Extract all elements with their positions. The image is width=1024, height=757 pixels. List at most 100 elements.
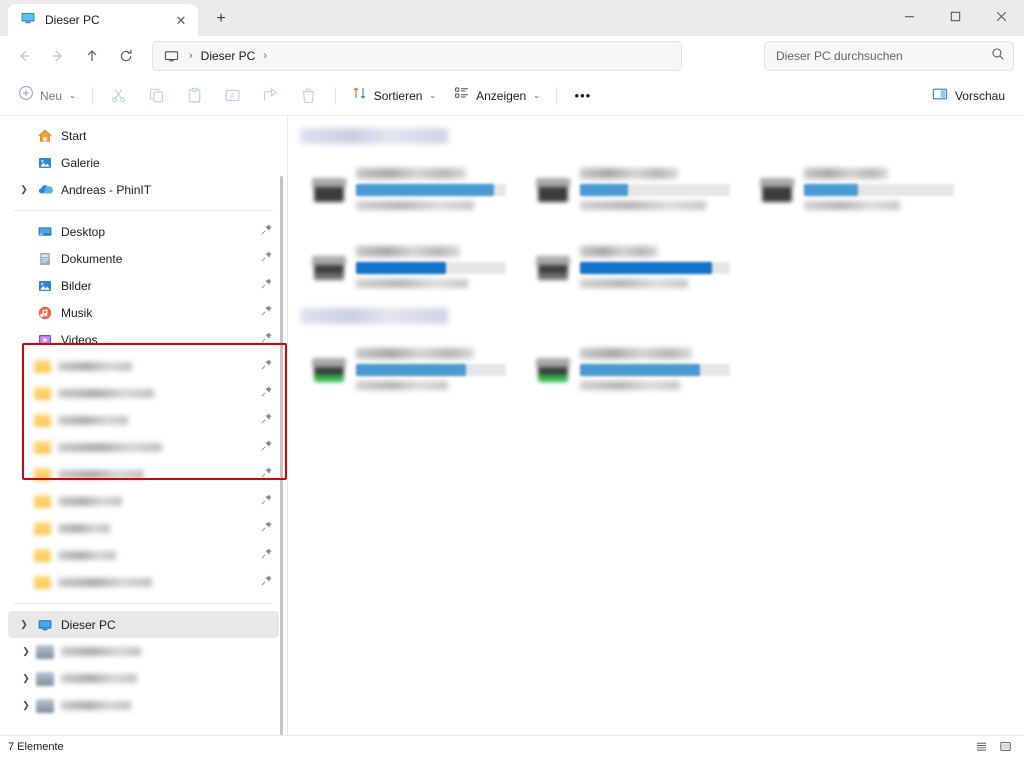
pin-icon[interactable] bbox=[260, 304, 273, 322]
list-item[interactable] bbox=[8, 569, 279, 596]
drive-tile[interactable] bbox=[528, 230, 744, 292]
drive-space-redacted bbox=[356, 201, 474, 210]
sidebar-item-dieser-pc[interactable]: ❯ Dieser PC bbox=[8, 611, 279, 638]
pin-icon[interactable] bbox=[260, 331, 273, 349]
divider bbox=[555, 86, 557, 105]
new-tab-button[interactable]: + bbox=[216, 10, 226, 27]
navigation-pane: Start Galerie ❯ Andreas - PhinIT bbox=[0, 116, 288, 735]
sidebar-item-desktop[interactable]: Desktop bbox=[8, 218, 279, 245]
drive-icon bbox=[536, 252, 570, 280]
home-icon bbox=[34, 128, 56, 144]
sidebar-item-galerie[interactable]: Galerie bbox=[8, 149, 279, 176]
address-bar: › Dieser PC › bbox=[0, 36, 1024, 76]
breadcrumb-item-dieser-pc[interactable]: Dieser PC bbox=[200, 49, 256, 63]
paste-button[interactable] bbox=[177, 81, 213, 111]
redacted-label bbox=[58, 578, 152, 587]
pin-icon[interactable] bbox=[260, 277, 273, 295]
sidebar-item-bilder[interactable]: Bilder bbox=[8, 272, 279, 299]
tab-strip: Dieser PC ✕ + bbox=[0, 0, 236, 36]
drive-space-redacted bbox=[580, 201, 706, 210]
list-item[interactable] bbox=[8, 407, 279, 434]
list-item[interactable] bbox=[8, 434, 279, 461]
more-options-button[interactable]: ••• bbox=[565, 81, 601, 111]
list-item[interactable] bbox=[8, 353, 279, 380]
new-label: Neu bbox=[40, 88, 63, 103]
minimize-icon[interactable] bbox=[886, 0, 932, 33]
pin-icon[interactable] bbox=[260, 439, 273, 457]
folder-icon bbox=[34, 414, 51, 427]
pin-icon[interactable] bbox=[260, 493, 273, 511]
pin-icon[interactable] bbox=[260, 358, 273, 376]
sidebar-item-onedrive[interactable]: ❯ Andreas - PhinIT bbox=[8, 176, 279, 203]
refresh-icon[interactable] bbox=[110, 41, 142, 71]
drive-icon bbox=[36, 698, 54, 713]
delete-button[interactable] bbox=[291, 81, 327, 111]
forward-icon[interactable] bbox=[42, 41, 74, 71]
breadcrumb-separator-end[interactable]: › bbox=[263, 50, 268, 62]
drive-tile[interactable] bbox=[304, 230, 520, 292]
details-view-icon[interactable] bbox=[994, 738, 1016, 756]
chevron-right-icon[interactable]: ❯ bbox=[22, 700, 30, 710]
pin-icon[interactable] bbox=[260, 223, 273, 241]
capacity-fill bbox=[580, 184, 628, 196]
pin-icon[interactable] bbox=[260, 520, 273, 538]
list-item[interactable] bbox=[8, 542, 279, 569]
drive-tile[interactable] bbox=[752, 152, 968, 214]
sidebar-item-videos[interactable]: Videos bbox=[8, 326, 279, 353]
share-button[interactable] bbox=[253, 81, 289, 111]
chevron-right-icon[interactable]: ❯ bbox=[22, 673, 30, 683]
pin-icon[interactable] bbox=[260, 412, 273, 430]
pin-icon[interactable] bbox=[260, 547, 273, 565]
folder-icon bbox=[34, 441, 51, 454]
list-item[interactable]: ❯ bbox=[8, 665, 279, 692]
chevron-right-icon[interactable]: ❯ bbox=[22, 646, 30, 656]
status-bar: 7 Elemente bbox=[0, 735, 1024, 757]
file-list-view[interactable] bbox=[288, 116, 1024, 735]
back-icon[interactable] bbox=[8, 41, 40, 71]
maximize-icon[interactable] bbox=[932, 0, 978, 33]
view-button[interactable]: Anzeigen ⌄ bbox=[446, 81, 548, 111]
list-item[interactable]: ❯ bbox=[8, 638, 279, 665]
chevron-down-icon[interactable]: ❯ bbox=[20, 619, 28, 629]
drive-group bbox=[296, 128, 1024, 224]
redacted-label bbox=[58, 416, 128, 425]
preview-button[interactable]: Vorschau bbox=[923, 81, 1014, 111]
pin-icon[interactable] bbox=[260, 574, 273, 592]
sidebar-item-dokumente[interactable]: Dokumente bbox=[8, 245, 279, 272]
pin-icon[interactable] bbox=[260, 385, 273, 403]
search-box[interactable] bbox=[764, 41, 1014, 71]
sort-button[interactable]: Sortieren ⌄ bbox=[344, 81, 444, 111]
list-item[interactable] bbox=[8, 515, 279, 542]
list-item[interactable] bbox=[8, 488, 279, 515]
cut-button[interactable] bbox=[101, 81, 137, 111]
tab-dieser-pc[interactable]: Dieser PC ✕ bbox=[8, 4, 198, 36]
plus-circle-icon bbox=[18, 85, 34, 106]
drive-tile[interactable] bbox=[304, 152, 520, 214]
close-icon[interactable]: ✕ bbox=[175, 12, 187, 28]
pin-icon[interactable] bbox=[260, 250, 273, 268]
folder-icon bbox=[34, 576, 51, 589]
list-item[interactable] bbox=[8, 461, 279, 488]
search-icon[interactable] bbox=[991, 47, 1005, 66]
list-item[interactable]: ❯ bbox=[8, 692, 279, 719]
sidebar-item-label: Musik bbox=[61, 305, 93, 320]
sidebar-item-start[interactable]: Start bbox=[8, 122, 279, 149]
close-window-icon[interactable] bbox=[978, 0, 1024, 33]
up-icon[interactable] bbox=[76, 41, 108, 71]
list-item[interactable] bbox=[8, 380, 279, 407]
sidebar-scrollbar[interactable] bbox=[280, 176, 283, 735]
new-button[interactable]: Neu ⌄ bbox=[10, 81, 84, 111]
rename-button[interactable]: A bbox=[215, 81, 251, 111]
list-view-icon[interactable] bbox=[970, 738, 992, 756]
drive-tile[interactable] bbox=[528, 152, 744, 214]
sidebar-item-musik[interactable]: Musik bbox=[8, 299, 279, 326]
drive-tile[interactable] bbox=[304, 332, 520, 394]
breadcrumb[interactable]: › Dieser PC › bbox=[152, 41, 682, 71]
chevron-right-icon[interactable]: ❯ bbox=[20, 184, 28, 194]
search-input[interactable] bbox=[776, 49, 991, 63]
drive-tile[interactable] bbox=[528, 332, 744, 394]
pin-icon[interactable] bbox=[260, 466, 273, 484]
redacted-label bbox=[58, 389, 154, 398]
copy-button[interactable] bbox=[139, 81, 175, 111]
